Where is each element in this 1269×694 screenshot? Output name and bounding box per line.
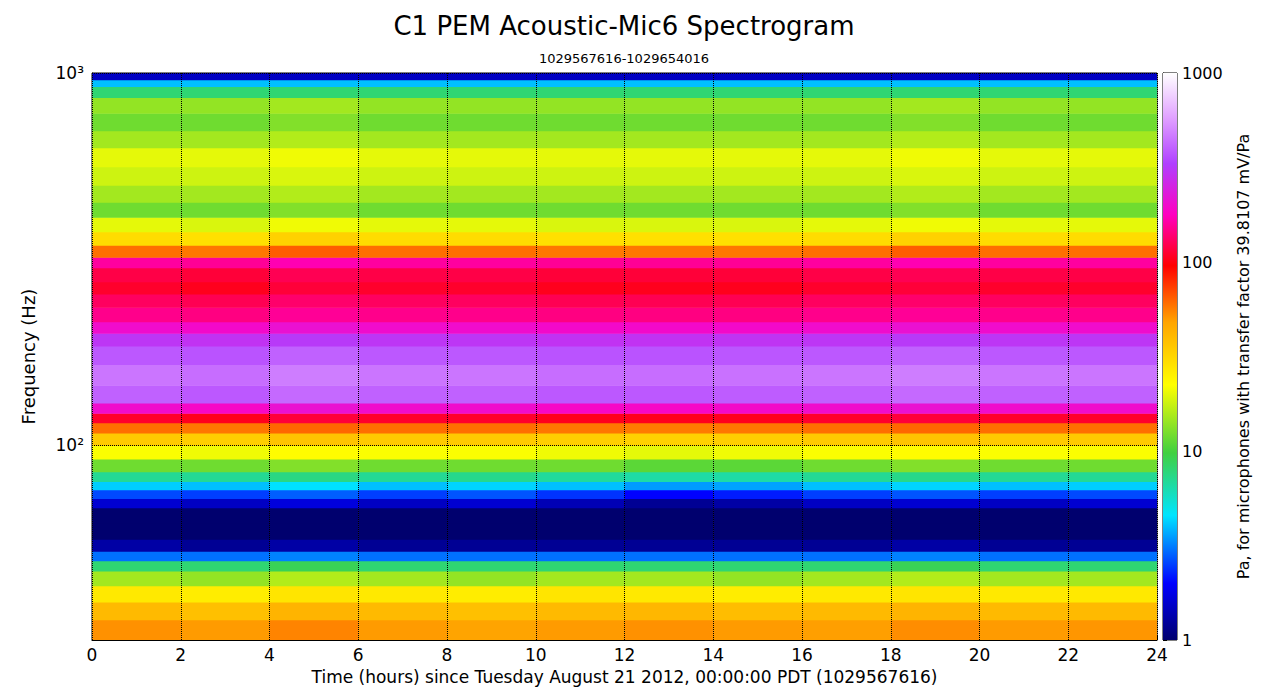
svg-text:1029567616-1029654016: 1029567616-1029654016: [539, 51, 709, 66]
svg-text:20: 20: [969, 645, 991, 665]
svg-text:Time (hours) since Tuesday Aug: Time (hours) since Tuesday August 21 201…: [311, 667, 938, 687]
svg-text:10: 10: [525, 645, 547, 665]
svg-text:10³: 10³: [56, 63, 84, 83]
svg-text:18: 18: [880, 645, 902, 665]
svg-text:14: 14: [702, 645, 724, 665]
svg-text:22: 22: [1057, 645, 1079, 665]
svg-text:6: 6: [353, 645, 364, 665]
svg-text:1000: 1000: [1182, 64, 1223, 83]
svg-text:100: 100: [1182, 253, 1213, 272]
svg-text:12: 12: [614, 645, 636, 665]
svg-text:24: 24: [1146, 645, 1168, 665]
svg-text:8: 8: [442, 645, 453, 665]
svg-text:16: 16: [791, 645, 813, 665]
svg-text:2: 2: [175, 645, 186, 665]
svg-text:Pa, for microphones with trans: Pa, for microphones with transfer factor…: [1234, 134, 1253, 580]
svg-text:10²: 10²: [56, 435, 84, 455]
svg-text:10: 10: [1182, 442, 1202, 461]
svg-text:4: 4: [264, 645, 275, 665]
svg-text:Frequency (Hz): Frequency (Hz): [18, 289, 39, 425]
svg-text:1: 1: [1182, 631, 1192, 650]
svg-text:0: 0: [87, 645, 98, 665]
svg-text:C1 PEM Acoustic-Mic6 Spectrogr: C1 PEM Acoustic-Mic6 Spectrogram: [393, 11, 854, 41]
